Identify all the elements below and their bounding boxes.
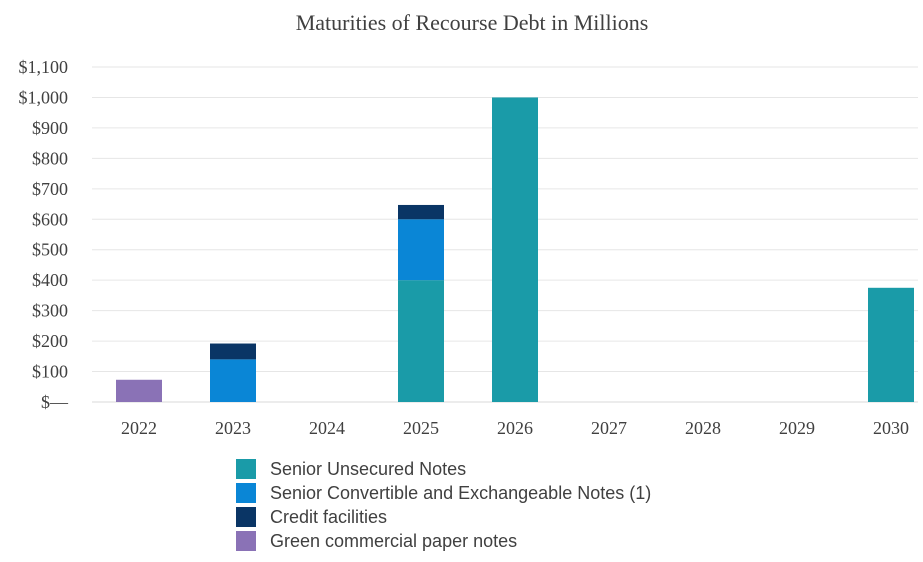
legend-swatch [236,459,256,479]
y-tick-label: $300 [32,301,68,321]
legend-item: Senior Convertible and Exchangeable Note… [236,483,651,503]
y-tick-label: $100 [32,362,68,382]
x-tick-label: 2027 [591,418,627,438]
legend-swatch [236,507,256,527]
x-tick-label: 2028 [685,418,721,438]
y-tick-label: $1,100 [19,57,69,77]
legend-swatch [236,531,256,551]
bar-segment [868,287,914,402]
bar-segment [210,359,256,402]
legend-label: Credit facilities [270,507,387,527]
legend-item: Green commercial paper notes [236,531,517,551]
x-tick-label: 2030 [873,418,909,438]
y-tick-label: $600 [32,209,68,229]
y-tick-label: $500 [32,240,68,260]
y-tick-label: $— [41,392,69,412]
x-tick-label: 2026 [497,418,533,438]
x-tick-label: 2023 [215,418,251,438]
x-tick-label: 2029 [779,418,815,438]
bar-segment [398,204,444,220]
y-tick-label: $700 [32,179,68,199]
x-axis: 2022 2023 2024 2025 2026 2027 2028 2029 2030 [121,418,909,438]
legend-label: Senior Unsecured Notes [270,459,466,479]
x-tick-label: 2025 [403,418,439,438]
legend-item: Credit facilities [236,507,387,527]
y-tick-label: $900 [32,118,68,138]
legend: Senior Unsecured Notes Senior Convertible… [236,459,651,551]
legend-swatch [236,483,256,503]
bar-segment [210,343,256,360]
chart-title: Maturities of Recourse Debt in Millions [296,10,649,35]
y-axis: $— $100 $200 $300 $400 $500 $600 $700 $800 $900 $1… [19,57,70,412]
y-tick-label: $200 [32,331,68,351]
y-tick-label: $800 [32,148,68,168]
x-tick-label: 2024 [309,418,345,438]
bar-segment [398,219,444,281]
bar-segment [116,379,162,402]
bars [116,97,914,403]
y-tick-label: $400 [32,270,68,290]
legend-label: Green commercial paper notes [270,531,517,551]
legend-item: Senior Unsecured Notes [236,459,466,479]
bar-segment [398,280,444,402]
bar-segment [492,97,538,403]
y-tick-label: $1,000 [19,87,69,107]
x-tick-label: 2022 [121,418,157,438]
legend-label: Senior Convertible and Exchangeable Note… [270,483,651,503]
